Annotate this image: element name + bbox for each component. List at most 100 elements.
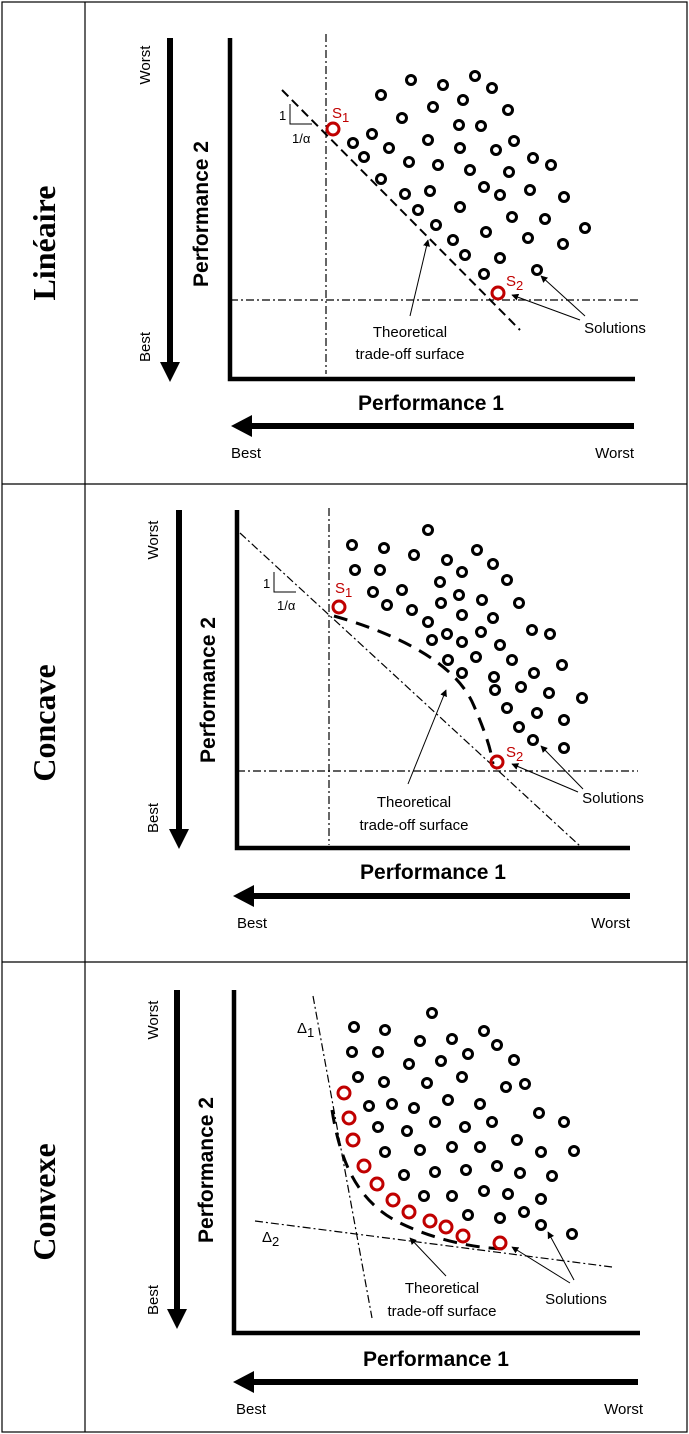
solution-point [522,232,534,244]
solution-point [568,1145,580,1157]
solution-point [403,156,415,168]
x-left-label: Best [236,1401,267,1418]
solution-point [346,1046,358,1058]
x-arrowhead [233,1371,254,1393]
surface-label-line1: Theoretical [373,324,447,341]
surface-label-line1: Theoretical [377,794,451,811]
solution-point [348,1021,360,1033]
solution-point [442,1094,454,1106]
solution-point [535,1219,547,1231]
solution-point [396,112,408,124]
solution-point [379,1146,391,1158]
solution-point [462,1048,474,1060]
solution-point [375,173,387,185]
row-label: Concave [26,664,62,781]
y-axis-title: Performance 2 [195,1097,218,1243]
solution-point [524,184,536,196]
slope-alpha-label: 1/α [277,598,296,613]
solution-point [363,1100,375,1112]
solution-point [576,692,588,704]
solution-point [422,134,434,146]
solution-point [349,564,361,576]
solution-point [430,219,442,231]
x-axis-title: Performance 1 [363,1348,509,1371]
solutions-label: Solutions [582,790,644,807]
solution-point [494,1212,506,1224]
slope-triangle [289,104,312,125]
solution-point [383,142,395,154]
pareto-point [401,1204,417,1220]
solution-point [426,1007,438,1019]
solution-point [447,234,459,246]
solution-point [489,684,501,696]
solution-point [435,1055,447,1067]
solution-point [535,1193,547,1205]
delta1-label: Δ1 [297,1020,314,1040]
solution-point [543,687,555,699]
slope-triangle [273,572,296,593]
solution-point [453,589,465,601]
solution-point [546,1170,558,1182]
solution-point [558,742,570,754]
x-axis-title: Performance 1 [358,392,504,415]
slope-one-label: 1 [279,108,286,123]
x-arrowhead [233,885,254,907]
solution-point [446,1033,458,1045]
solution-point [459,249,471,261]
solution-point [474,1141,486,1153]
solution-point [579,222,591,234]
solution-point [502,1188,514,1200]
surface-pointer-arrow [409,1237,447,1277]
axes [234,510,630,851]
solution-point [358,151,370,163]
solution-point [429,1166,441,1178]
solutions-pointer-arrow-1 [511,1246,571,1284]
solution-point [545,159,557,171]
solution-point [494,639,506,651]
solution-point [454,201,466,213]
solution-points [346,1007,580,1240]
solution-point [508,135,520,147]
solution-point [460,1164,472,1176]
solution-point [424,185,436,197]
solution-point [490,144,502,156]
solution-point [474,1098,486,1110]
solutions-pointer-arrow-1 [511,763,579,793]
solution-point [456,1071,468,1083]
solution-point [441,554,453,566]
solution-point [418,1190,430,1202]
solution-point [429,1116,441,1128]
row-label: Convexe [26,1143,62,1260]
solution-point [501,702,513,714]
s2-point [489,754,505,770]
theoretical-tradeoff-curve [330,1109,506,1251]
surface-label-line1: Theoretical [405,1280,479,1297]
solution-point [494,252,506,264]
solution-point [539,213,551,225]
solution-point [374,564,386,576]
solution-point [514,1167,526,1179]
solution-point [508,1054,520,1066]
solution-point [469,70,481,82]
pareto-point [492,1235,508,1251]
solution-point [434,576,446,588]
x-right-label: Worst [591,915,631,932]
panel-convexe: Convexe Worst Best Performance 2 Perform… [26,990,644,1418]
solution-point [379,1024,391,1036]
solution-point [378,542,390,554]
solution-point [456,667,468,679]
pareto-point [385,1192,401,1208]
row-label: Linéaire [26,186,62,301]
solutions-pointer-arrow-2 [547,1231,575,1281]
solution-point [432,159,444,171]
pareto-point [455,1228,471,1244]
solution-point [557,238,569,250]
solution-point [396,584,408,596]
solution-point [475,120,487,132]
slope-alpha-label: 1/α [292,131,311,146]
x-left-label: Best [237,915,268,932]
solution-point [378,1076,390,1088]
solution-point [526,624,538,636]
solution-points [347,70,591,280]
